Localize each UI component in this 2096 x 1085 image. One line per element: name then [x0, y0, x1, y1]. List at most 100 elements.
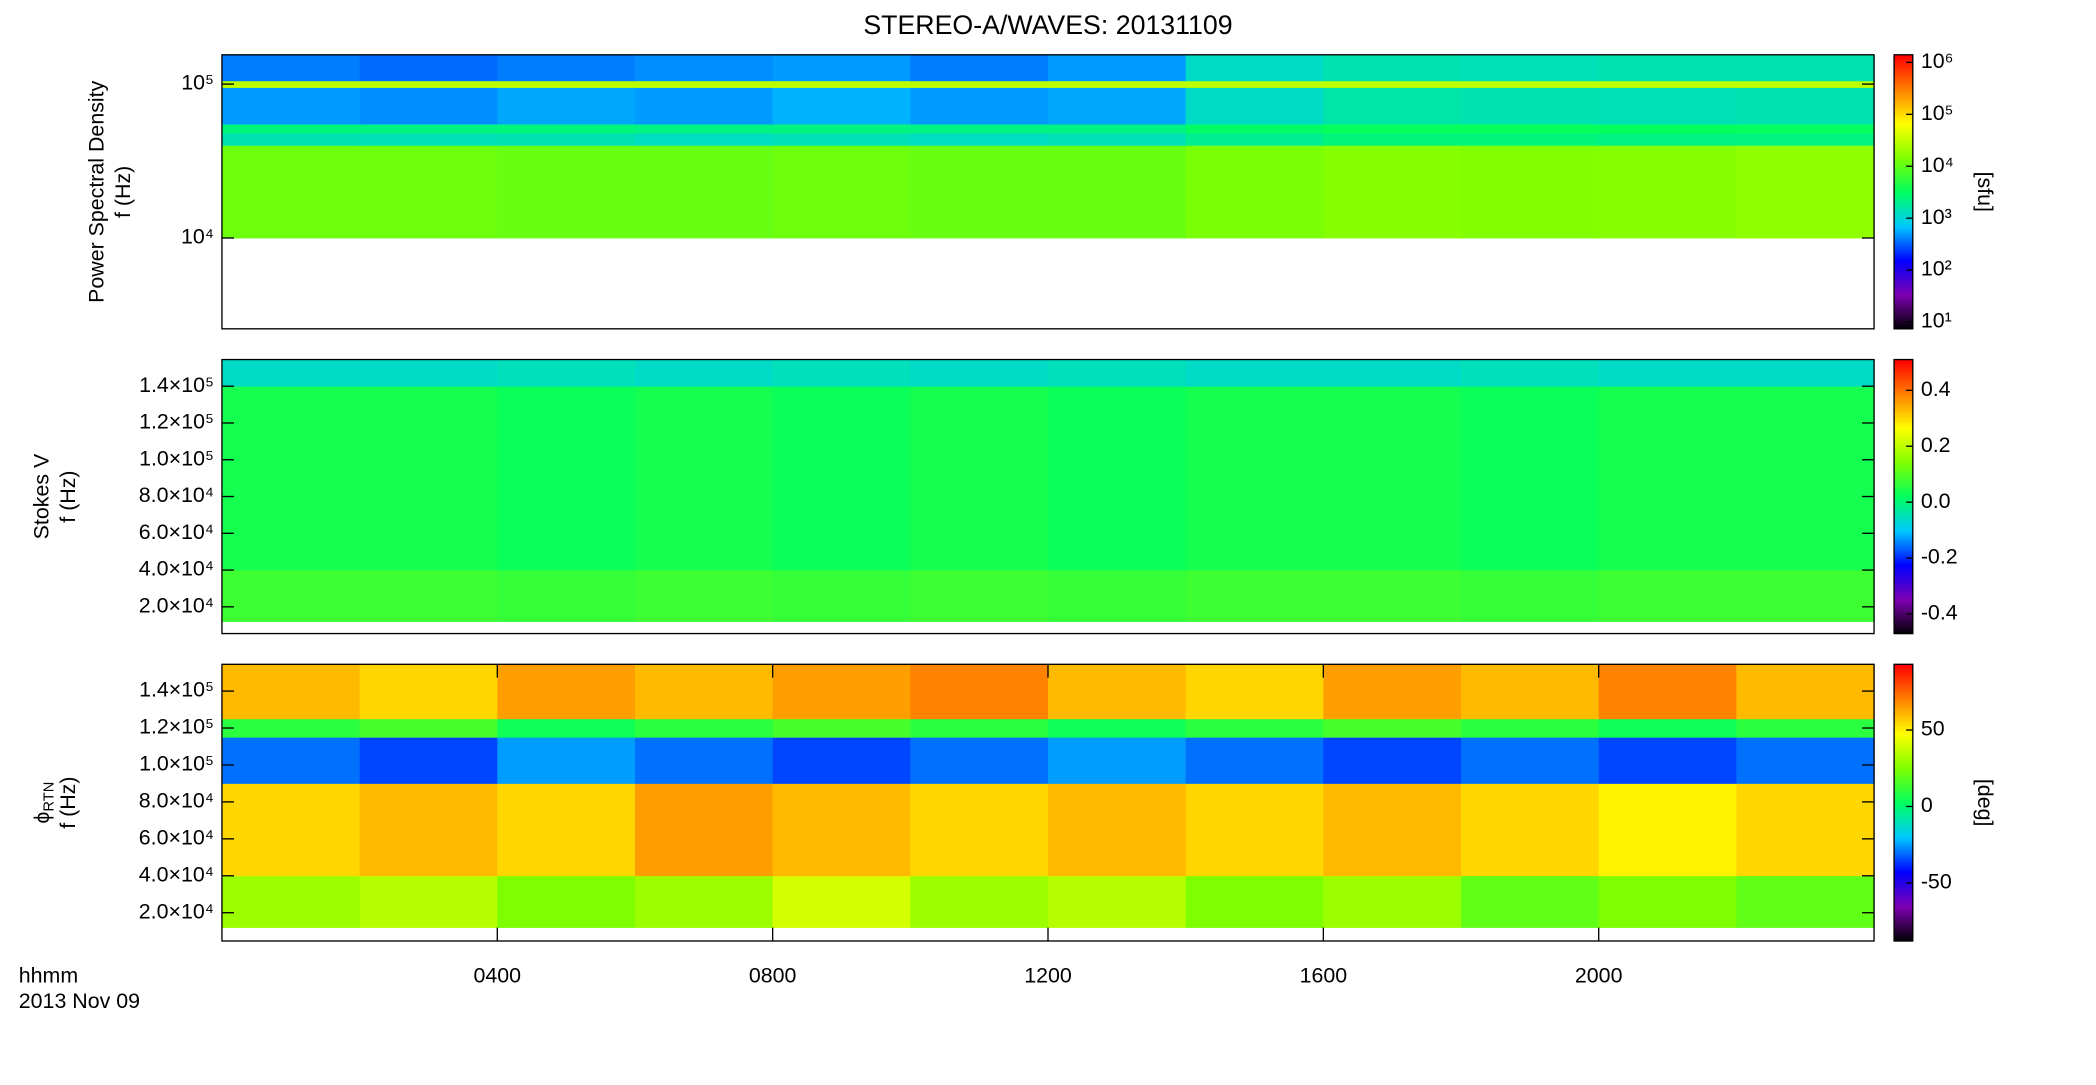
colorbar-step	[1894, 546, 1913, 550]
cell	[772, 875, 911, 928]
cell	[1598, 718, 1738, 738]
colorbar-step	[1894, 765, 1913, 769]
colorbar-step	[1894, 811, 1913, 815]
colorbar	[1894, 664, 1913, 942]
colorbar-step	[1894, 927, 1913, 930]
colorbar-step	[1894, 542, 1913, 546]
cell	[497, 124, 636, 134]
colorbar-step	[1894, 219, 1913, 223]
colorbar-step	[1894, 788, 1913, 792]
cell	[772, 54, 911, 82]
colorbar-step	[1894, 274, 1913, 277]
colorbar-step	[1894, 478, 1913, 482]
x-tick-label: 2000	[1575, 964, 1623, 988]
colorbar-step	[1894, 366, 1913, 370]
cell	[1736, 80, 1875, 88]
colorbar-step	[1894, 253, 1913, 257]
cell	[634, 783, 774, 877]
cell	[1598, 54, 1738, 82]
colorbar-step	[1894, 735, 1913, 739]
cell	[1736, 664, 1875, 720]
colorbar-step	[1894, 839, 1913, 843]
colorbar-step	[1894, 453, 1913, 456]
colorbar-step	[1894, 908, 1913, 912]
plot-frame	[221, 54, 1875, 330]
colorbar-step	[1894, 758, 1913, 762]
cell	[1461, 718, 1600, 738]
y-tick-label: 1.2×10⁵	[139, 715, 214, 739]
colorbar-step	[1894, 897, 1913, 901]
colorbar-step	[1894, 749, 1913, 753]
colorbar-step	[1894, 373, 1913, 377]
colorbar-step	[1894, 864, 1913, 868]
colorbar-step	[1894, 439, 1913, 443]
colorbar-step	[1894, 221, 1913, 225]
colorbar-tick-label: -0.4	[1921, 601, 1958, 625]
colorbar-step	[1894, 375, 1913, 379]
colorbar-step	[1894, 599, 1913, 603]
cell	[497, 359, 636, 387]
cell	[1323, 145, 1462, 239]
colorbar-step	[1894, 421, 1913, 425]
cell	[1736, 737, 1875, 784]
colorbar-step	[1894, 539, 1913, 543]
colorbar-tick-label: 10³	[1921, 205, 1952, 229]
colorbar-step	[1894, 258, 1913, 261]
cell	[1736, 124, 1875, 134]
colorbar-step	[1894, 380, 1913, 383]
cell	[1598, 875, 1738, 928]
colorbar-step	[1894, 576, 1913, 580]
cell	[1461, 80, 1600, 88]
cell	[1461, 124, 1600, 134]
colorbar-step	[1894, 102, 1913, 106]
cell	[1736, 54, 1875, 82]
y-axis-label: Stokes V	[29, 453, 53, 539]
colorbar-step	[1894, 756, 1913, 760]
colorbar-step	[1894, 171, 1913, 175]
colorbar-step	[1894, 155, 1913, 159]
colorbar-step	[1894, 885, 1913, 889]
colorbar-step	[1894, 405, 1913, 409]
colorbar-step	[1894, 462, 1913, 466]
colorbar-step	[1894, 904, 1913, 907]
y-axis-label: Power Spectral Density	[84, 80, 108, 302]
colorbar-step	[1894, 368, 1913, 372]
colorbar-step	[1894, 592, 1913, 596]
colorbar-step	[1894, 791, 1913, 794]
cell	[1736, 875, 1875, 928]
colorbar-frame	[1893, 663, 1914, 942]
colorbar-tick-label: 0	[1921, 793, 1933, 817]
colorbar-step	[1894, 107, 1913, 111]
colorbar-step	[1894, 673, 1913, 677]
colorbar-step	[1894, 867, 1913, 871]
colorbar-tick-label: 0.4	[1921, 377, 1951, 401]
colorbar-step	[1894, 370, 1913, 374]
cell	[1323, 133, 1462, 146]
colorbar-step	[1894, 143, 1913, 147]
colorbar-step	[1894, 105, 1913, 108]
cell	[910, 80, 1049, 88]
colorbar-step	[1894, 480, 1913, 484]
cell	[910, 145, 1049, 239]
colorbar-step	[1894, 853, 1913, 857]
colorbar-step	[1894, 726, 1913, 730]
colorbar-step	[1894, 920, 1913, 924]
colorbar-step	[1894, 751, 1913, 755]
colorbar-step	[1894, 712, 1913, 716]
colorbar-step	[1894, 150, 1913, 154]
cell	[497, 133, 636, 146]
colorbar-step	[1894, 466, 1913, 470]
y-tick-label: 1.2×10⁵	[139, 410, 214, 434]
colorbar-step	[1894, 745, 1913, 748]
cell	[1185, 145, 1325, 239]
colorbar-step	[1894, 239, 1913, 243]
colorbar-step	[1894, 271, 1913, 275]
colorbar-step	[1894, 100, 1913, 104]
colorbar-step	[1894, 724, 1913, 728]
colorbar-step	[1894, 184, 1913, 188]
cell	[1323, 875, 1462, 928]
y-tick-label: 1.4×10⁵	[139, 373, 214, 397]
cell	[1048, 875, 1187, 928]
cell	[1048, 145, 1187, 239]
